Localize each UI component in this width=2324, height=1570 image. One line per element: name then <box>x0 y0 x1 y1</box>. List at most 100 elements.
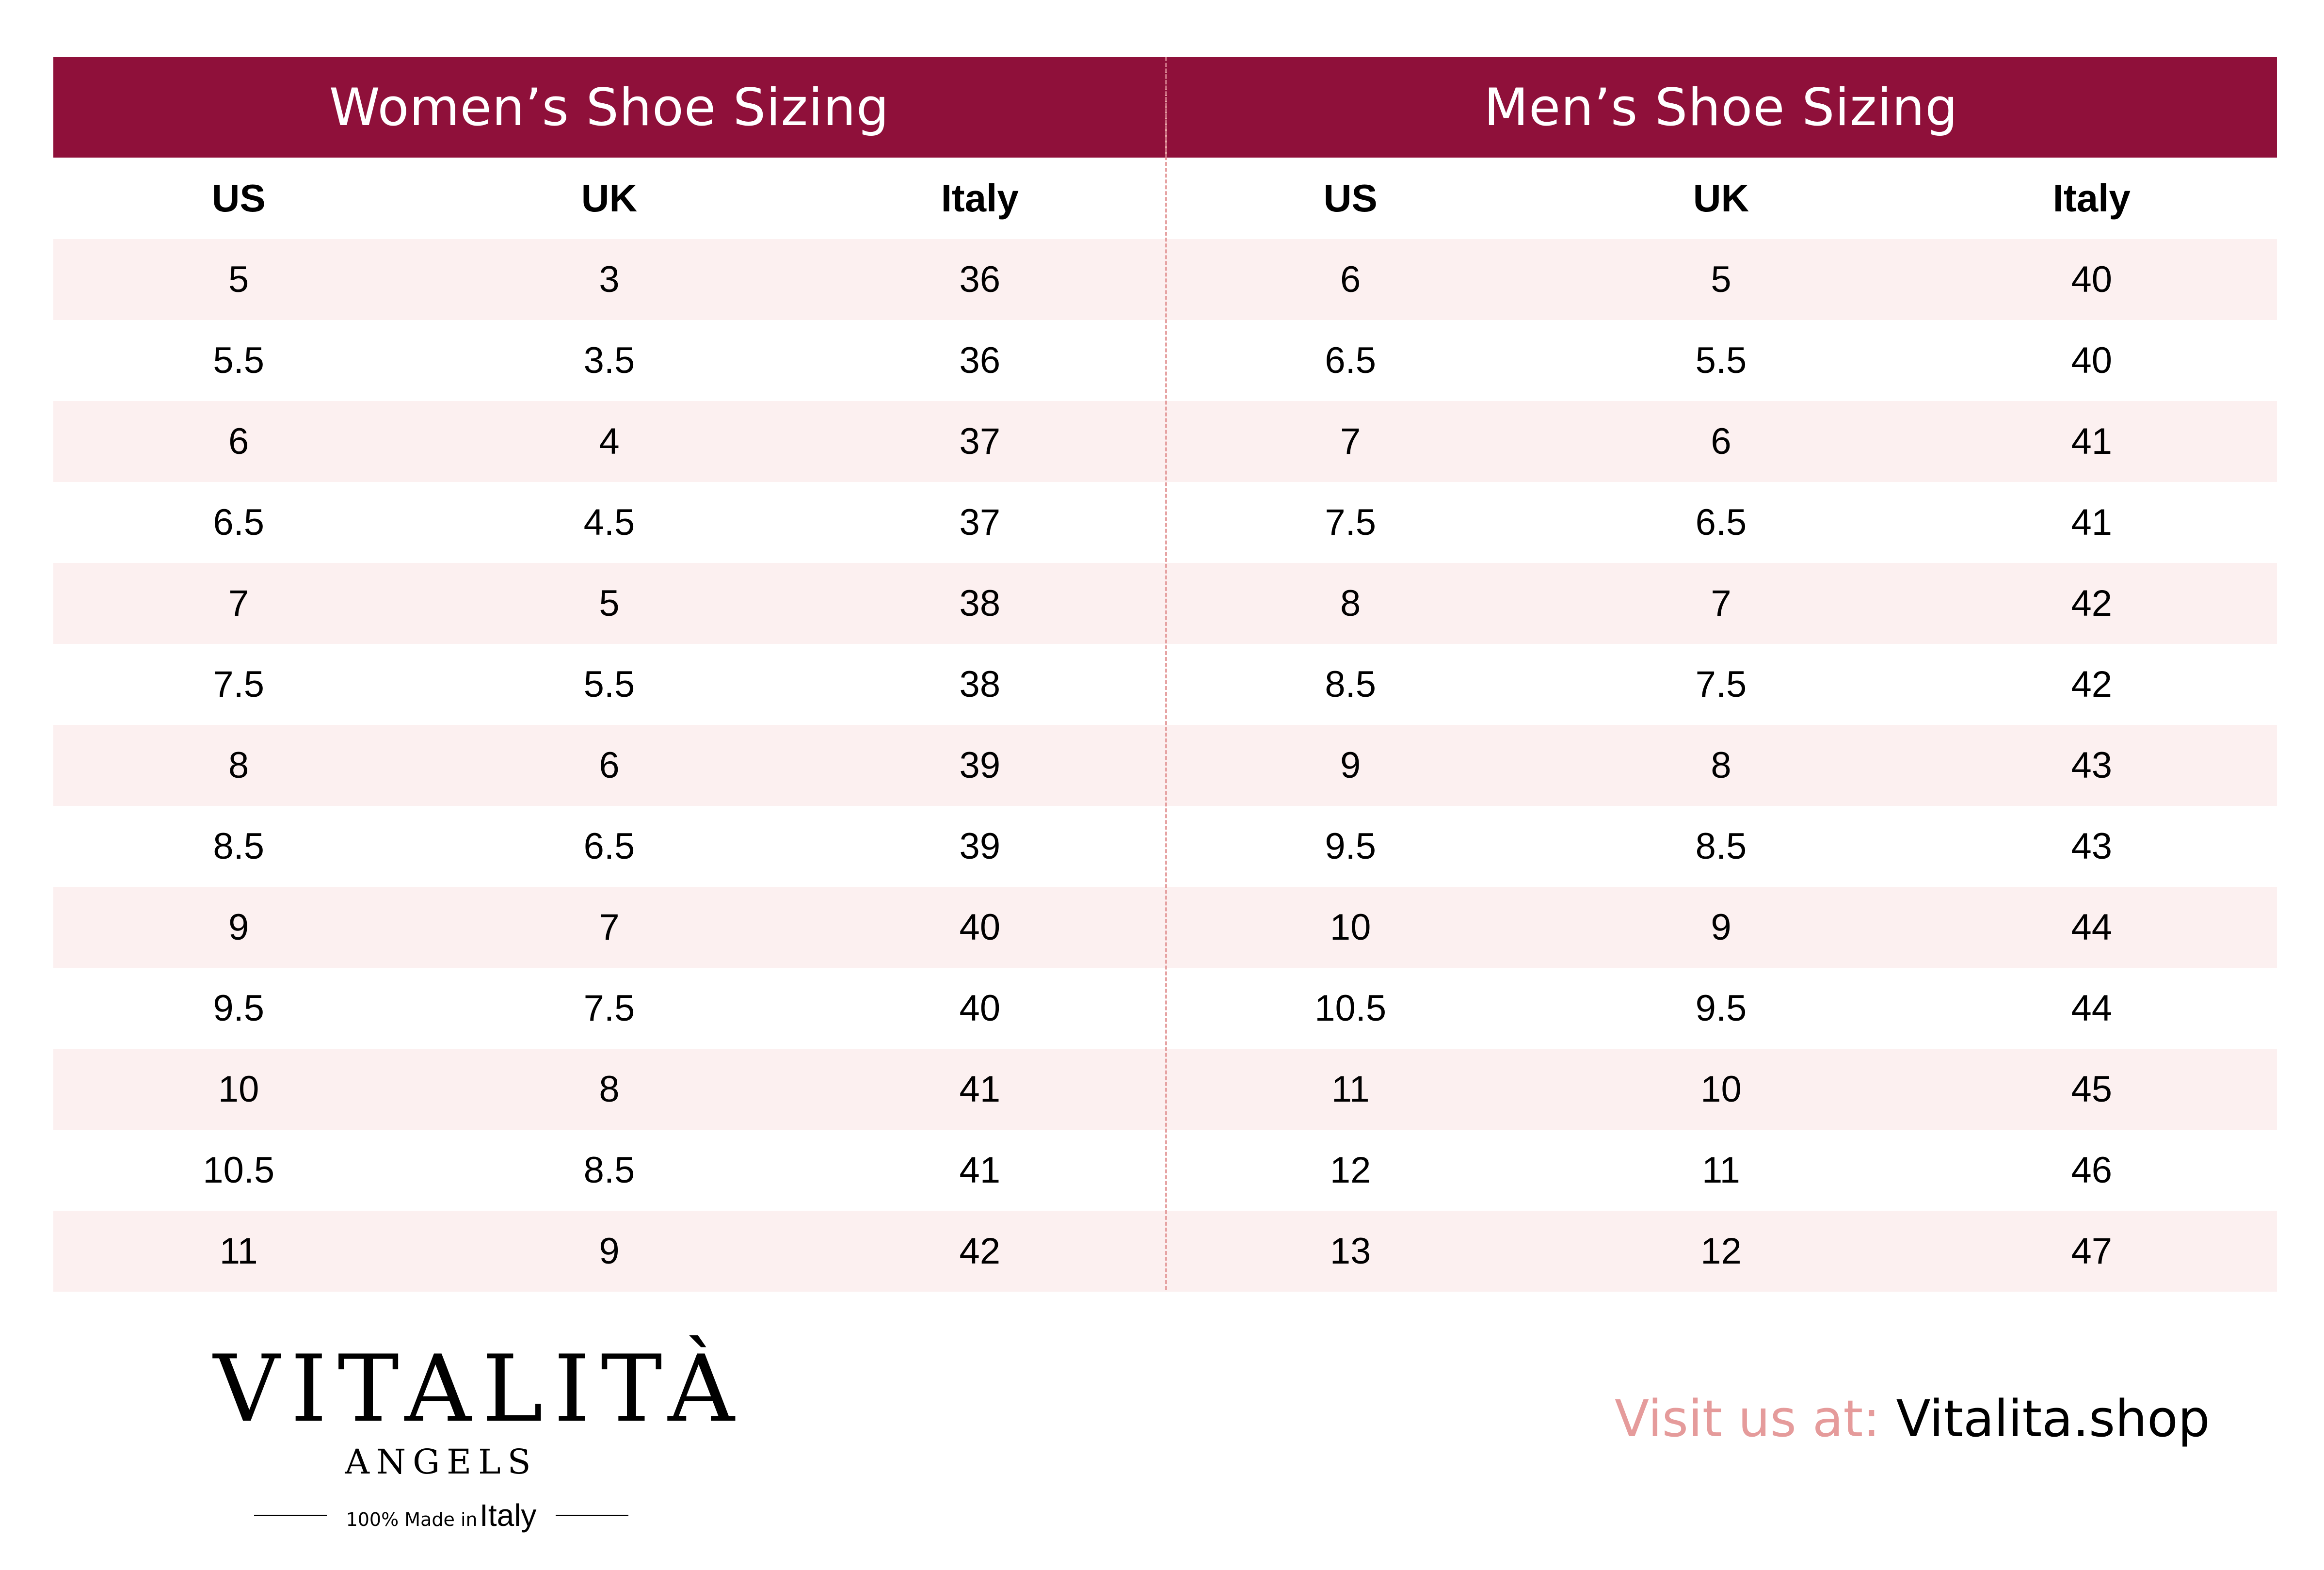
men-italy-cell: 43 <box>2071 745 2113 786</box>
men-italy-cell: 47 <box>2071 1231 2113 1272</box>
women-us-cell: 9.5 <box>213 988 264 1029</box>
women-us-cell: 5 <box>228 259 249 300</box>
men-italy-cell: 42 <box>2071 664 2113 705</box>
visit-label: Visit us at: <box>1615 1389 1896 1448</box>
women-us-cell: 6.5 <box>213 502 264 543</box>
women-italy-cell: 41 <box>959 1069 1001 1110</box>
women-uk-cell: 6 <box>599 745 620 786</box>
logo-subtitle: ANGELS <box>345 1442 538 1482</box>
men-italy-cell: 41 <box>2071 421 2113 462</box>
men-italy-cell: 43 <box>2071 826 2113 867</box>
women-italy-cell: 40 <box>959 988 1001 1029</box>
men-italy-cell: 40 <box>2071 340 2113 381</box>
women-italy-cell: 36 <box>959 259 1001 300</box>
men-uk-cell: 5 <box>1711 259 1731 300</box>
table-row: 6.5 4.5 37 7.5 6.5 41 <box>53 482 2277 563</box>
men-section-title: Men’s Shoe Sizing <box>1484 78 1958 137</box>
women-italy-cell: 36 <box>959 340 1001 381</box>
men-uk-cell: 6.5 <box>1695 502 1747 543</box>
women-col-uk: UK <box>581 176 638 220</box>
men-italy-cell: 42 <box>2071 583 2113 624</box>
women-col-italy: Italy <box>941 176 1019 220</box>
men-italy-cell: 41 <box>2071 502 2113 543</box>
visit-us-line: Visit us at: Vitalita.shop <box>1615 1389 2210 1448</box>
women-uk-cell: 8 <box>599 1069 620 1110</box>
size-chart: Women’s Shoe Sizing Men’s Shoe Sizing US… <box>53 57 2277 1292</box>
table-row: 10.5 8.5 41 12 11 46 <box>53 1130 2277 1211</box>
men-uk-cell: 7 <box>1711 583 1731 624</box>
men-us-cell: 8.5 <box>1325 664 1376 705</box>
men-col-us: US <box>1323 176 1378 220</box>
women-us-cell: 9 <box>228 907 249 948</box>
men-italy-cell: 44 <box>2071 988 2113 1029</box>
men-us-cell: 12 <box>1330 1150 1371 1191</box>
table-row: 5.5 3.5 36 6.5 5.5 40 <box>53 320 2277 401</box>
men-uk-cell: 7.5 <box>1695 664 1747 705</box>
men-us-cell: 9 <box>1340 745 1361 786</box>
women-us-cell: 10.5 <box>203 1150 275 1191</box>
women-uk-cell: 4.5 <box>583 502 635 543</box>
men-us-cell: 10 <box>1330 907 1371 948</box>
women-uk-cell: 7 <box>599 907 620 948</box>
men-italy-cell: 44 <box>2071 907 2113 948</box>
table-row: 9.5 7.5 40 10.5 9.5 44 <box>53 968 2277 1049</box>
men-uk-cell: 5.5 <box>1695 340 1747 381</box>
column-header-row: US UK Italy US UK Italy <box>53 158 2277 239</box>
women-us-cell: 11 <box>219 1231 258 1272</box>
women-us-cell: 6 <box>228 421 249 462</box>
men-italy-cell: 40 <box>2071 259 2113 300</box>
men-uk-cell: 8 <box>1711 745 1731 786</box>
women-uk-cell: 5.5 <box>583 664 635 705</box>
men-us-cell: 13 <box>1330 1231 1371 1272</box>
women-italy-cell: 38 <box>959 583 1001 624</box>
women-col-us: US <box>211 176 266 220</box>
women-uk-cell: 6.5 <box>583 826 635 867</box>
men-col-italy: Italy <box>2052 176 2131 220</box>
tagline-country: Italy <box>480 1498 537 1533</box>
men-uk-cell: 11 <box>1702 1150 1740 1191</box>
header-divider <box>1165 57 1167 158</box>
men-uk-cell: 12 <box>1700 1231 1742 1272</box>
men-us-cell: 7.5 <box>1325 502 1376 543</box>
table-row: 8.5 6.5 39 9.5 8.5 43 <box>53 806 2277 887</box>
women-italy-cell: 38 <box>959 664 1001 705</box>
women-uk-cell: 8.5 <box>583 1150 635 1191</box>
men-us-cell: 6.5 <box>1325 340 1376 381</box>
men-uk-cell: 6 <box>1711 421 1731 462</box>
women-us-cell: 8.5 <box>213 826 264 867</box>
logo-tagline: 100% Made in Italy <box>213 1497 669 1533</box>
brand-logo: VITALITÀ ANGELS 100% Made in Italy <box>213 1343 735 1533</box>
women-us-cell: 8 <box>228 745 249 786</box>
women-italy-cell: 39 <box>959 745 1001 786</box>
tagline-rule-left <box>254 1514 327 1516</box>
men-us-cell: 11 <box>1331 1069 1370 1110</box>
women-us-cell: 10 <box>218 1069 259 1110</box>
visit-url[interactable]: Vitalita.shop <box>1896 1389 2210 1448</box>
women-italy-cell: 37 <box>959 421 1001 462</box>
women-italy-cell: 41 <box>959 1150 1001 1191</box>
women-italy-cell: 37 <box>959 502 1001 543</box>
tagline-text: 100% Made in Italy <box>346 1497 537 1533</box>
men-us-cell: 9.5 <box>1325 826 1376 867</box>
women-uk-cell: 9 <box>599 1231 620 1272</box>
section-divider <box>1165 57 1167 1290</box>
men-uk-cell: 9 <box>1711 907 1731 948</box>
men-us-cell: 7 <box>1340 421 1361 462</box>
tagline-prefix: 100% Made in <box>346 1509 478 1530</box>
women-section-title: Women’s Shoe Sizing <box>329 78 890 137</box>
men-uk-cell: 10 <box>1700 1069 1742 1110</box>
men-us-cell: 10.5 <box>1314 988 1387 1029</box>
women-italy-cell: 42 <box>959 1231 1001 1272</box>
women-uk-cell: 4 <box>599 421 620 462</box>
women-uk-cell: 5 <box>599 583 620 624</box>
men-uk-cell: 9.5 <box>1695 988 1747 1029</box>
table-row: 7.5 5.5 38 8.5 7.5 42 <box>53 644 2277 725</box>
women-us-cell: 7.5 <box>213 664 264 705</box>
men-us-cell: 6 <box>1340 259 1361 300</box>
tagline-rule-right <box>556 1514 629 1516</box>
women-us-cell: 5.5 <box>213 340 264 381</box>
men-us-cell: 8 <box>1340 583 1361 624</box>
women-italy-cell: 39 <box>959 826 1001 867</box>
men-italy-cell: 46 <box>2071 1150 2113 1191</box>
men-uk-cell: 8.5 <box>1695 826 1747 867</box>
